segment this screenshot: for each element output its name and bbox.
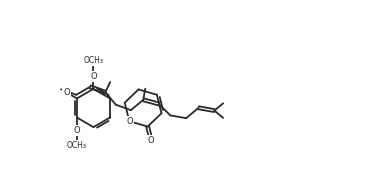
Text: OCH₃: OCH₃: [84, 56, 104, 65]
Text: O: O: [63, 88, 70, 97]
Text: O: O: [90, 72, 97, 81]
Text: O: O: [126, 117, 133, 126]
Text: O: O: [74, 126, 80, 135]
Text: O: O: [148, 136, 154, 145]
Text: OCH₃: OCH₃: [67, 141, 87, 150]
